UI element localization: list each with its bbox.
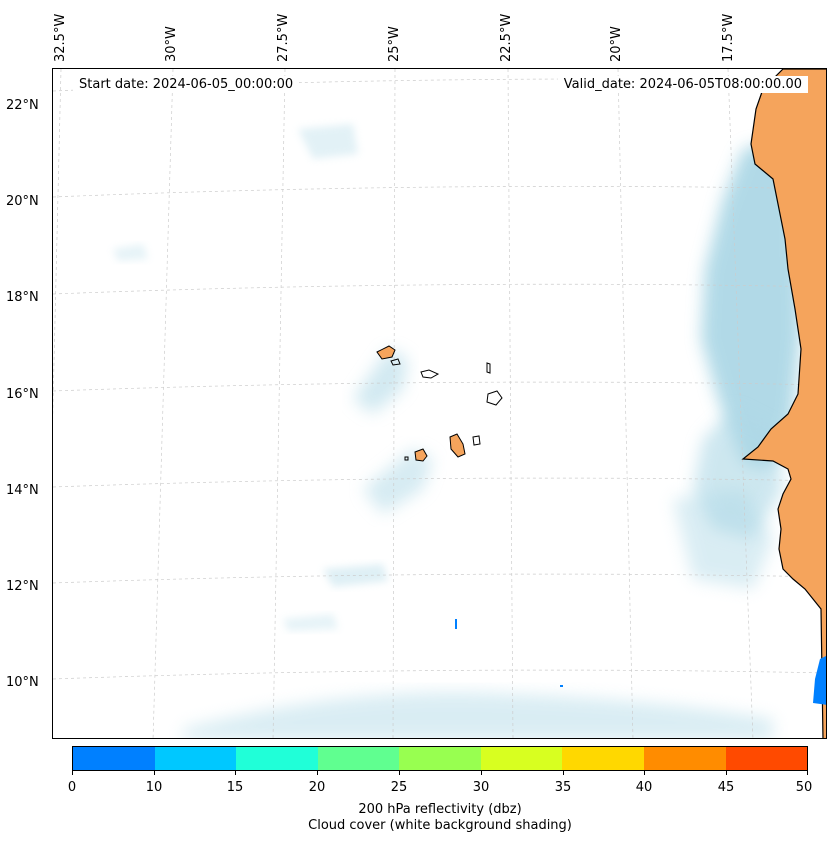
cloud-south-band — [183, 692, 773, 738]
colorbar-tick-5 — [481, 771, 482, 775]
island-boa-vista — [486, 390, 503, 406]
colorbar-label-20: 20 — [308, 780, 326, 795]
lon-tick-30w: 30°W — [164, 26, 179, 62]
reflectivity-spot-center — [455, 619, 457, 629]
lat-tick-10n: 10°N — [6, 675, 39, 690]
colorbar-label-30: 30 — [472, 780, 490, 795]
colorbar-tick-4 — [399, 771, 400, 775]
lat-tick-12n: 12°N — [6, 579, 39, 594]
lon-tick-20w: 20°W — [609, 26, 624, 62]
lat-tick-16n: 16°N — [6, 387, 39, 402]
colorbar-segment-7 — [643, 747, 726, 770]
cloud-island-plume — [353, 349, 408, 414]
reflectivity-spot-south — [560, 685, 563, 687]
colorbar-title-line2: Cloud cover (white background shading) — [308, 818, 572, 833]
cloud-island-south — [363, 449, 433, 514]
reflectivity-layer — [455, 619, 826, 705]
colorbar-label-40: 40 — [635, 780, 653, 795]
colorbar-label-10: 10 — [145, 780, 163, 795]
colorbar-tick-7 — [644, 771, 645, 775]
africa-landmass — [741, 69, 826, 738]
island-brava — [404, 456, 409, 461]
lon-tick-27-5w: 27.5°W — [276, 13, 291, 62]
colorbar-tick-9 — [807, 771, 808, 775]
colorbar-segment-5 — [480, 747, 563, 770]
colorbar-tick-0 — [72, 771, 73, 775]
island-sao-nicolau — [420, 369, 440, 379]
colorbar-label-25: 25 — [390, 780, 408, 795]
valid-date-label: Valid_date: 2024-06-05T08:00:00.00 — [557, 76, 808, 93]
lon-tick-17-5w: 17.5°W — [721, 13, 736, 62]
lat-tick-18n: 18°N — [6, 290, 39, 305]
cape-verde-islands — [376, 345, 503, 462]
lon-tick-32-5w: 32.5°W — [53, 13, 68, 62]
colorbar-title: 200 hPa reflectivity (dbz) Cloud cover (… — [72, 802, 808, 834]
cloud-coastal-band — [701, 139, 801, 469]
reflectivity-spot-east — [813, 656, 826, 705]
colorbar-segment-8 — [725, 747, 808, 770]
colorbar-segment-4 — [399, 747, 481, 770]
colorbar-label-35: 35 — [554, 780, 572, 795]
graticule — [53, 69, 826, 738]
colorbar-tick-2 — [235, 771, 236, 775]
island-santiago — [449, 433, 466, 458]
island-maio — [472, 435, 481, 446]
colorbar-segment-0 — [73, 747, 155, 770]
colorbar-tick-6 — [563, 771, 564, 775]
colorbar-segment-3 — [317, 747, 400, 770]
start-date-label: Start date: 2024-06-05_00:00:00 — [73, 76, 300, 93]
colorbar-label-50: 50 — [795, 780, 813, 795]
colorbar-label-15: 15 — [226, 780, 244, 795]
lat-tick-20n: 20°N — [6, 194, 39, 209]
lat-tick-22n: 22°N — [6, 98, 39, 113]
island-santo-antao — [376, 345, 396, 360]
colorbar-segment-2 — [236, 747, 318, 770]
lon-tick-22-5w: 22.5°W — [499, 13, 514, 62]
colorbar-label-45: 45 — [717, 780, 735, 795]
island-sal — [486, 362, 491, 374]
colorbar-title-line1: 200 hPa reflectivity (dbz) — [358, 802, 522, 817]
colorbar-segment-1 — [154, 747, 237, 770]
colorbar-tick-8 — [726, 771, 727, 775]
cloud-cover-layer — [113, 124, 801, 738]
island-fogo — [414, 448, 428, 462]
cloud-mid-patch — [283, 614, 338, 631]
colorbar-tick-1 — [154, 771, 155, 775]
colorbar-label-0: 0 — [67, 780, 77, 795]
lat-tick-14n: 14°N — [6, 483, 39, 498]
colorbar-segment-6 — [562, 747, 644, 770]
colorbar-tick-3 — [317, 771, 318, 775]
colorbar — [72, 746, 808, 771]
cloud-se-patch — [673, 489, 773, 589]
island-sao-vicente — [390, 358, 401, 366]
cloud-w-patch — [113, 244, 148, 261]
map-canvas — [53, 69, 826, 738]
map-panel[interactable] — [52, 68, 827, 739]
cloud-nw-patch — [298, 124, 358, 159]
lon-tick-25w: 25°W — [387, 26, 402, 62]
